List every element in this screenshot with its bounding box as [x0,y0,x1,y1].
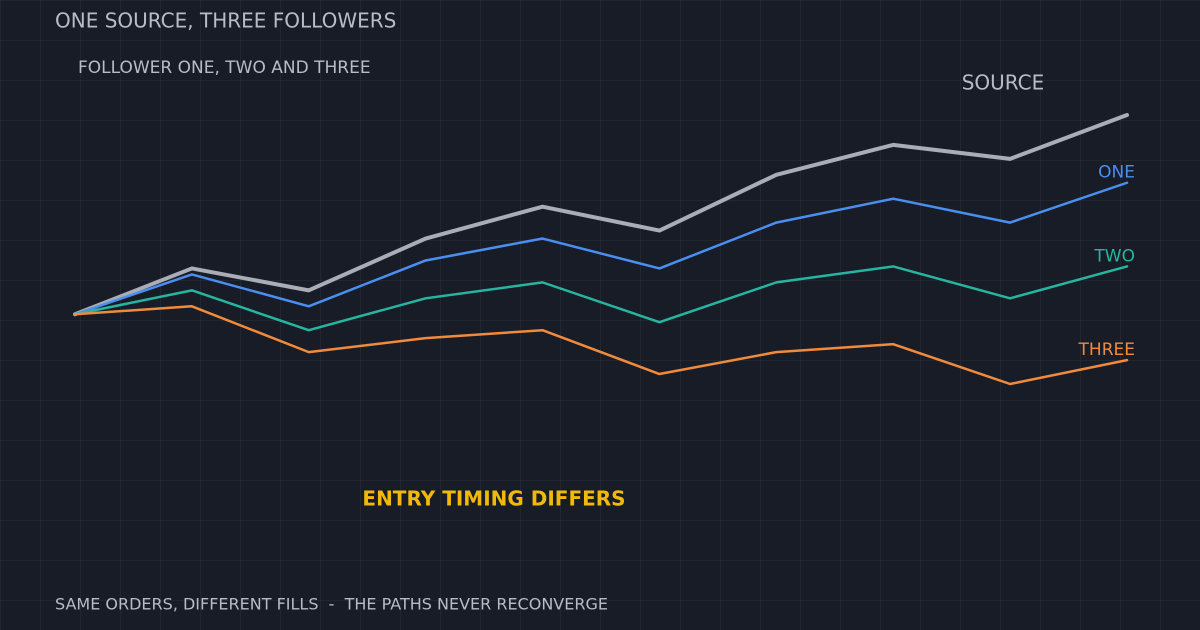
series-label: THREE [1078,340,1135,360]
series-label: TWO [1093,246,1135,266]
series-line [73,305,1129,386]
chart-title: ONE SOURCE, THREE FOLLOWERS [55,9,396,33]
series-line [73,181,1129,316]
footer: SAME ORDERS, DIFFERENT FILLS - THE PATHS… [55,595,608,614]
series-line [73,265,1129,332]
annotation: ENTRY TIMING DIFFERS [362,487,625,511]
chart-subtitle: FOLLOWER ONE, TWO AND THREE [78,58,371,78]
series-label: ONE [1098,163,1135,183]
series-line [73,113,1129,317]
series-label: SOURCE [962,71,1045,95]
